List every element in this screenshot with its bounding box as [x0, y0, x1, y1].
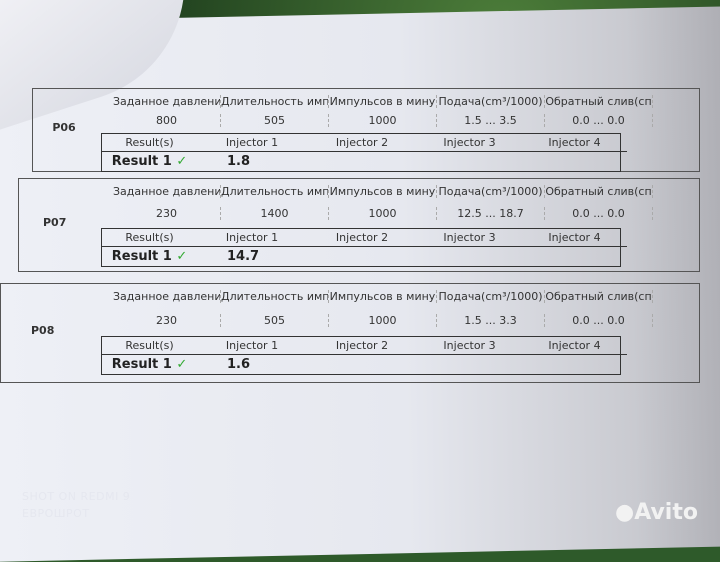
results-table: Result(s) Injector 1 Injector 2 Injector 3 I…	[101, 132, 627, 172]
results-header: Injector 3	[443, 339, 496, 352]
results-header: Injector 1	[225, 339, 279, 352]
param-value: 505	[221, 114, 329, 128]
param-header: Обратный слив(сп	[545, 290, 653, 303]
result-label: Result 1 ✓	[102, 354, 197, 374]
injector1-result: 1.8	[197, 150, 307, 171]
param-header: Обратный слив(сп	[545, 95, 653, 108]
results-header: Result(s)	[125, 230, 174, 244]
param-header: Импульсов в мину	[329, 95, 437, 108]
results-table: Result(s) Injector 1 Injector 2 Injector 3 I…	[101, 336, 627, 375]
results-header: Result(s)	[125, 135, 174, 149]
results-header: Injector 4	[548, 135, 601, 149]
block-id: P08	[31, 324, 55, 337]
param-value: 230	[113, 314, 221, 327]
param-value: 0.0 ... 0.0	[545, 314, 653, 327]
param-header: Импульсов в мину	[329, 185, 437, 198]
param-header: Обратный слив(сп	[545, 185, 653, 198]
check-icon: ✓	[176, 153, 188, 169]
camera-watermark: SHOT ON REDMI 9 ЕВРОШРОТ	[22, 488, 130, 522]
results-header: Injector 2	[335, 230, 389, 244]
param-value: 1400	[221, 207, 329, 221]
test-block-P06: P06 Заданное давлени Длительность имп Импул…	[32, 88, 700, 172]
result-label: Result 1 ✓	[102, 245, 197, 266]
check-icon: ✓	[176, 248, 188, 264]
param-header: Заданное давлени	[113, 290, 221, 303]
param-header: Импульсов в мину	[329, 290, 437, 303]
watermark-line2: ЕВРОШРОТ	[22, 507, 90, 520]
params-header: Заданное давлени Длительность имп Импульсо…	[113, 185, 653, 198]
param-value: 1.5 ... 3.3	[437, 314, 545, 327]
watermark-line1: SHOT ON REDMI 9	[22, 490, 131, 503]
param-value: 1000	[329, 207, 437, 221]
results-header: Injector 1	[225, 135, 279, 149]
check-icon: ✓	[176, 357, 188, 372]
params-header: Заданное давлени Длительность имп Импульсо…	[113, 290, 653, 303]
results-header: Injector 3	[443, 230, 496, 244]
test-block-P08: P08 Заданное давлени Длительность имп Импул…	[0, 283, 700, 383]
results-header: Result(s)	[125, 339, 174, 352]
block-id: P06	[52, 121, 76, 134]
test-block-P07: P07 Заданное давлени Длительность имп Импул…	[18, 178, 700, 272]
avito-logo: ●Avito	[615, 500, 698, 525]
param-header: Заданное давлени	[113, 185, 221, 198]
params-header: Заданное давлени Длительность имп Импульсо…	[113, 95, 653, 108]
result-label: Result 1 ✓	[102, 150, 197, 171]
param-header: Длительность имп	[221, 185, 329, 198]
results-header: Injector 1	[225, 230, 279, 244]
param-value: 12.5 ... 18.7	[437, 207, 545, 221]
results-header: Injector 4	[548, 339, 601, 352]
results-header: Injector 4	[548, 230, 601, 244]
param-value: 800	[113, 114, 221, 128]
results-table: Result(s) Injector 1 Injector 2 Injector 3 I…	[101, 227, 627, 267]
param-value: 505	[221, 314, 329, 327]
param-value: 1000	[329, 114, 437, 128]
injector1-result: 1.6	[197, 354, 307, 374]
results-header: Injector 3	[443, 135, 496, 149]
param-value: 1000	[329, 314, 437, 327]
param-header: Подача(cm³/1000)	[437, 290, 545, 303]
params-values: 230 1400 1000 12.5 ... 18.7 0.0 ... 0.0	[113, 207, 653, 221]
param-header: Длительность имп	[221, 290, 329, 303]
param-header: Заданное давлени	[113, 95, 221, 108]
injector1-result: 14.7	[197, 245, 307, 266]
results-header: Injector 2	[335, 135, 389, 149]
params-values: 800 505 1000 1.5 ... 3.5 0.0 ... 0.0	[113, 114, 653, 128]
param-header: Длительность имп	[221, 95, 329, 108]
block-id: P07	[43, 216, 67, 229]
param-header: Подача(cm³/1000)	[437, 185, 545, 198]
param-value: 0.0 ... 0.0	[545, 114, 653, 128]
param-header: Подача(cm³/1000)	[437, 95, 545, 108]
param-value: 0.0 ... 0.0	[545, 207, 653, 221]
params-values: 230 505 1000 1.5 ... 3.3 0.0 ... 0.0	[113, 314, 653, 327]
results-header: Injector 2	[335, 339, 389, 352]
param-value: 230	[113, 207, 221, 221]
param-value: 1.5 ... 3.5	[437, 114, 545, 128]
